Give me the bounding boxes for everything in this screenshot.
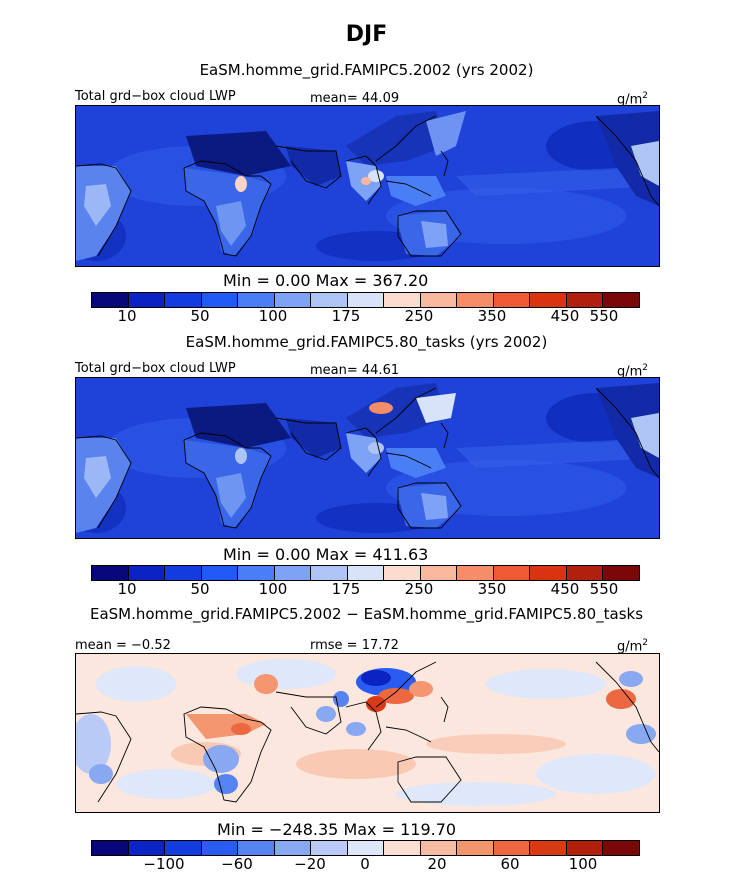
panel-2-tick: 50 xyxy=(190,580,210,598)
colorbar-swatch xyxy=(92,841,129,855)
panel-1-tick: 250 xyxy=(404,307,434,325)
colorbar-swatch xyxy=(201,566,239,580)
panel-1-tick: 450 xyxy=(550,307,580,325)
panel-2-tick: 550 xyxy=(589,580,619,598)
panel-1-colorbar xyxy=(91,292,640,308)
colorbar-swatch xyxy=(384,566,421,580)
colorbar-swatch xyxy=(530,293,567,307)
colorbar-swatch xyxy=(128,841,166,855)
panel-1-tick: 10 xyxy=(117,307,137,325)
panel-3-tick: −100 xyxy=(143,855,185,873)
colorbar-swatch xyxy=(603,566,639,580)
colorbar-swatch xyxy=(384,841,421,855)
panel-2-tick: 100 xyxy=(258,580,288,598)
panel-3-mean-label: mean = −0.52 xyxy=(75,638,171,653)
colorbar-swatch xyxy=(457,293,494,307)
colorbar-swatch xyxy=(274,293,312,307)
colorbar-swatch xyxy=(311,293,348,307)
colorbar-swatch xyxy=(566,566,604,580)
panel-3-title: EaSM.homme_grid.FAMIPC5.2002 − EaSM.homm… xyxy=(89,605,644,623)
colorbar-swatch xyxy=(603,293,639,307)
colorbar-swatch xyxy=(201,293,239,307)
panel-1-units: g/m2 xyxy=(617,91,649,108)
colorbar-swatch xyxy=(493,566,531,580)
colorbar-swatch xyxy=(347,293,385,307)
colorbar-swatch xyxy=(311,841,348,855)
colorbar-swatch xyxy=(457,566,494,580)
colorbar-swatch xyxy=(420,841,458,855)
panel-1-title: EaSM.homme_grid.FAMIPC5.2002 (yrs 2002) xyxy=(199,61,534,79)
colorbar-swatch xyxy=(165,566,202,580)
colorbar-swatch xyxy=(420,293,458,307)
colorbar-swatch xyxy=(420,566,458,580)
panel-1-variable-label: Total grd−box cloud LWP xyxy=(75,89,236,104)
colorbar-swatch xyxy=(566,293,604,307)
colorbar-swatch xyxy=(347,566,385,580)
panel-2-map xyxy=(75,377,660,539)
colorbar-swatch xyxy=(238,841,275,855)
colorbar-swatch xyxy=(92,566,129,580)
panel-2-tick: 175 xyxy=(331,580,361,598)
panel-2-tick: 350 xyxy=(477,580,507,598)
panel-3-tick: −60 xyxy=(221,855,253,873)
panel-2-tick: 250 xyxy=(404,580,434,598)
colorbar-swatch xyxy=(92,293,129,307)
colorbar-swatch xyxy=(201,841,239,855)
colorbar-swatch xyxy=(530,841,567,855)
colorbar-swatch xyxy=(238,293,275,307)
colorbar-swatch xyxy=(603,841,639,855)
panel-2-colorbar-ticks: 10 50 100 175 250 350 450 550 xyxy=(91,582,638,600)
colorbar-swatch xyxy=(238,566,275,580)
panel-2-title: EaSM.homme_grid.FAMIPC5.80_tasks (yrs 20… xyxy=(185,333,548,351)
panel-1-tick: 50 xyxy=(190,307,210,325)
panel-3-tick: 60 xyxy=(500,855,520,873)
panel-3-tick: 20 xyxy=(427,855,447,873)
colorbar-swatch xyxy=(274,566,312,580)
colorbar-swatch xyxy=(165,841,202,855)
panel-3-tick: 100 xyxy=(568,855,598,873)
panel-3-minmax: Min = −248.35 Max = 119.70 xyxy=(217,820,457,839)
panel-3-tick: 0 xyxy=(360,855,370,873)
panel-3-tick: −20 xyxy=(294,855,326,873)
colorbar-swatch xyxy=(566,841,604,855)
colorbar-swatch xyxy=(128,293,166,307)
panel-2-minmax: Min = 0.00 Max = 411.63 xyxy=(223,545,429,564)
panel-1-colorbar-ticks: 10 50 100 175 250 350 450 550 xyxy=(91,309,638,327)
panel-2-tick: 10 xyxy=(117,580,137,598)
panel-1-tick: 175 xyxy=(331,307,361,325)
colorbar-swatch xyxy=(493,293,531,307)
panel-3-rmse-label: rmse = 17.72 xyxy=(310,638,399,653)
panel-1-tick: 550 xyxy=(589,307,619,325)
panel-3-colorbar-ticks: −100 −60 −20 0 20 60 100 xyxy=(91,857,638,875)
figure-title: DJF xyxy=(345,22,388,47)
colorbar-swatch xyxy=(384,293,421,307)
colorbar-swatch xyxy=(457,841,494,855)
panel-1-map xyxy=(75,105,660,267)
panel-3-colorbar xyxy=(91,840,640,856)
colorbar-swatch xyxy=(165,293,202,307)
panel-2-units: g/m2 xyxy=(617,363,649,380)
panel-2-colorbar xyxy=(91,565,640,581)
panel-2-tick: 450 xyxy=(550,580,580,598)
colorbar-swatch xyxy=(274,841,312,855)
panel-2-variable-label: Total grd−box cloud LWP xyxy=(75,361,236,376)
colorbar-swatch xyxy=(530,566,567,580)
panel-3-map xyxy=(75,653,660,813)
panel-2-mean-label: mean= 44.61 xyxy=(310,363,400,378)
colorbar-swatch xyxy=(311,566,348,580)
panel-3-units: g/m2 xyxy=(617,638,649,655)
panel-1-tick: 350 xyxy=(477,307,507,325)
colorbar-swatch xyxy=(347,841,385,855)
panel-1-mean-label: mean= 44.09 xyxy=(310,91,400,106)
colorbar-swatch xyxy=(493,841,531,855)
panel-1-tick: 100 xyxy=(258,307,288,325)
colorbar-swatch xyxy=(128,566,166,580)
panel-1-minmax: Min = 0.00 Max = 367.20 xyxy=(223,271,429,290)
